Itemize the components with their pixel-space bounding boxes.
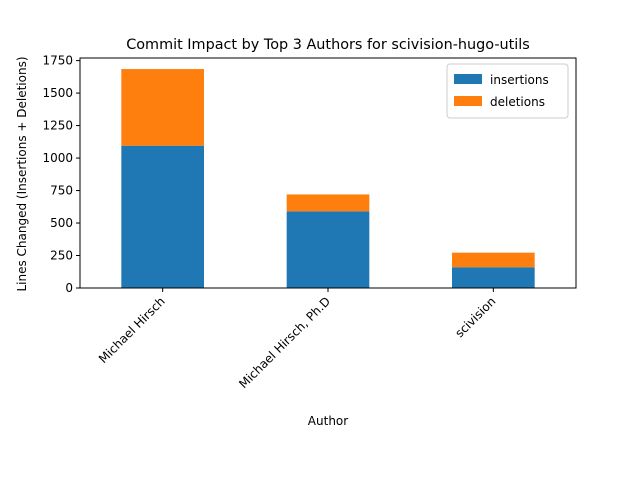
legend-swatch-deletions [454, 96, 482, 106]
bar-deletions-1 [286, 194, 370, 212]
x-tick-label: scivision [452, 294, 498, 340]
bar-insertions-0 [121, 145, 204, 288]
y-tick-label: 0 [65, 281, 73, 295]
bar-insertions-1 [286, 211, 370, 288]
x-axis: Michael Hirsch Michael Hirsch, Ph.D scivis… [96, 288, 498, 391]
y-tick-label: 500 [50, 216, 73, 230]
y-tick-label: 250 [50, 249, 73, 263]
chart-title: Commit Impact by Top 3 Authors for scivi… [126, 37, 530, 53]
y-tick-label: 750 [50, 184, 73, 198]
legend-label-deletions: deletions [490, 95, 545, 109]
legend-swatch-insertions [454, 74, 482, 84]
bar-insertions-2 [452, 267, 535, 288]
plot-frame [79, 57, 577, 289]
y-tick-label: 1000 [42, 151, 73, 165]
bars-layer [121, 69, 535, 288]
y-axis: 0 250 500 750 1000 1250 1500 1750 [42, 54, 80, 295]
y-tick-label: 1500 [42, 86, 73, 100]
bar-deletions-0 [121, 69, 204, 146]
y-tick-label: 1750 [42, 54, 73, 68]
bar-deletions-2 [452, 252, 535, 268]
x-axis-label: Author [308, 414, 348, 428]
legend-label-insertions: insertions [490, 73, 549, 87]
legend: insertions deletions [446, 63, 569, 119]
x-tick-label: Michael Hirsch [96, 294, 168, 366]
y-axis-label: Lines Changed (Insertions + Deletions) [15, 56, 29, 291]
x-tick-label: Michael Hirsch, Ph.D [236, 294, 333, 391]
y-tick-label: 1250 [42, 119, 73, 133]
